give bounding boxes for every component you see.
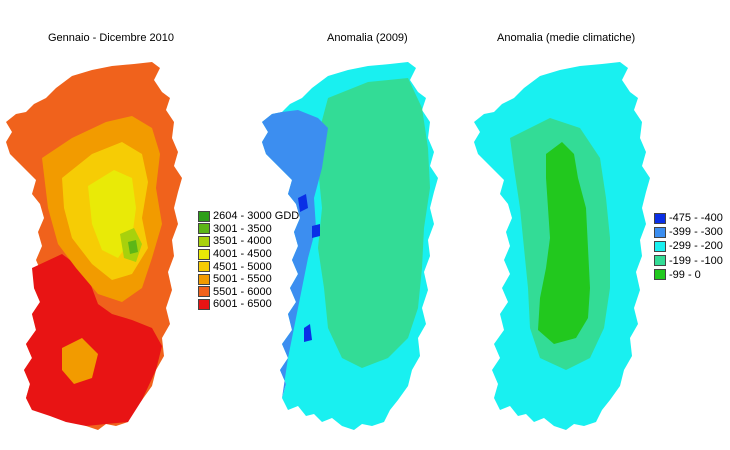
map-gdd-cold-patch: [128, 240, 138, 254]
legend-anomaly-label: -399 - -300: [669, 226, 723, 239]
legend-anomaly-label: -475 - -400: [669, 212, 723, 225]
legend-anomaly: -475 - -400 -399 - -300 -299 - -200 -199 - …: [654, 211, 723, 282]
legend-anomaly-swatch: [654, 255, 666, 267]
legend-gdd-item: 2604 - 3000 GDD: [198, 210, 299, 223]
legend-gdd-item: 5501 - 6000: [198, 286, 299, 299]
legend-anomaly-item: -475 - -400: [654, 211, 723, 225]
map-title-anomaly-2009: Anomalia (2009): [327, 32, 408, 44]
legend-anomaly-label: -199 - -100: [669, 254, 723, 267]
map-anomaly-climate: [474, 62, 650, 430]
map-clim-core-zone: [538, 142, 590, 344]
legend-anomaly-item: -399 - -300: [654, 225, 723, 239]
map-2009-blue-west: [262, 110, 328, 398]
legend-anomaly-swatch: [654, 240, 666, 252]
legend-gdd-swatch: [198, 248, 210, 260]
map-gdd-hot-south: [24, 254, 162, 426]
legend-anomaly-item: -299 - -200: [654, 239, 723, 253]
legend-anomaly-swatch: [654, 212, 666, 224]
map-2009-darkblue-patch-2: [312, 224, 320, 238]
legend-gdd-item: 5001 - 5500: [198, 273, 299, 286]
map-title-anomaly-climate: Anomalia (medie climatiche): [497, 32, 636, 44]
legend-gdd-label: 5001 - 5500: [213, 273, 272, 286]
legend-gdd-label: 4501 - 5000: [213, 260, 272, 273]
map-2009-green-interior: [318, 78, 430, 368]
map-anomaly-2009: [262, 62, 438, 430]
legend-gdd-label: 4001 - 4500: [213, 248, 272, 261]
map-gdd-2010: [6, 62, 182, 430]
legend-gdd-swatch: [198, 210, 210, 222]
legend-gdd-swatch: [198, 286, 210, 298]
legend-gdd-label: 3001 - 3500: [213, 222, 272, 235]
map-gdd-south-highland: [62, 338, 98, 384]
legend-gdd-label: 3501 - 4000: [213, 235, 272, 248]
legend-gdd-swatch: [198, 298, 210, 310]
legend-anomaly-item: -199 - -100: [654, 254, 723, 268]
legend-anomaly-item: -99 - 0: [654, 268, 723, 282]
legend-gdd: 2604 - 3000 GDD 3001 - 3500 3501 - 4000 400…: [198, 210, 299, 311]
legend-gdd-label: 2604 - 3000 GDD: [213, 210, 300, 223]
map-title-gdd-2010: Gennaio - Dicembre 2010: [48, 32, 174, 44]
legend-gdd-label: 5501 - 6000: [213, 285, 272, 298]
legend-gdd-item: 4501 - 5000: [198, 260, 299, 273]
legend-gdd-swatch: [198, 223, 210, 235]
legend-gdd-swatch: [198, 261, 210, 273]
legend-anomaly-label: -299 - -200: [669, 240, 723, 253]
legend-gdd-swatch: [198, 273, 210, 285]
legend-gdd-item: 3501 - 4000: [198, 235, 299, 248]
legend-gdd-item: 4001 - 4500: [198, 248, 299, 261]
legend-anomaly-swatch: [654, 226, 666, 238]
legend-gdd-item: 6001 - 6500: [198, 298, 299, 311]
legend-gdd-swatch: [198, 235, 210, 247]
legend-gdd-item: 3001 - 3500: [198, 223, 299, 236]
legend-anomaly-label: -99 - 0: [669, 268, 701, 281]
map-2009-darkblue-patch-1: [298, 194, 308, 212]
legend-gdd-label: 6001 - 6500: [213, 298, 272, 311]
map-2009-darkblue-patch-3: [304, 324, 312, 342]
legend-anomaly-swatch: [654, 269, 666, 281]
